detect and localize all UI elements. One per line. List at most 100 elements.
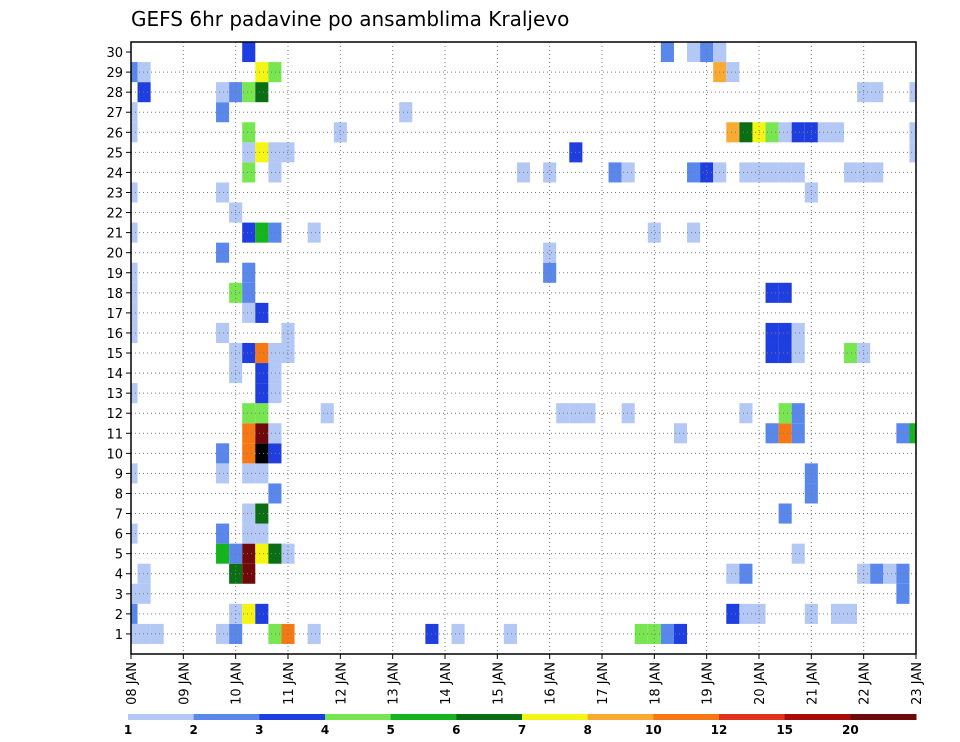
heatmap-cell [242,162,256,183]
heatmap-cell [137,563,151,584]
heatmap-cell [647,623,661,644]
heatmap-cell [131,122,138,143]
heatmap-cell [700,162,714,183]
heatmap-cell [909,122,916,143]
heatmap-cell [765,122,779,143]
heatmap-cell [255,302,269,323]
heatmap-cell [255,62,269,83]
heatmap-cell [216,102,230,123]
x-tick-label: 20 JAN [753,662,768,705]
heatmap-cell [844,162,858,183]
heatmap-cell [451,623,465,644]
heatmap-cell [131,322,138,343]
y-axis-ticks: 1234567891011121314151617181920212223242… [106,46,131,643]
x-tick-label: 10 JAN [230,662,245,705]
colorbar-segment [456,714,523,720]
y-tick-label: 29 [106,66,123,81]
heatmap-cell [268,543,282,564]
x-tick-label: 19 JAN [701,662,716,705]
heatmap-cell [896,583,910,604]
heatmap-cell [131,102,138,123]
heatmap-cell [242,222,256,243]
colorbar: 1 2 3 4 5 6 7 8 10 12 15 20 [124,714,917,737]
colorbar-segment [193,714,260,720]
y-tick-label: 13 [106,387,123,402]
colorbar-label: 12 [711,723,728,737]
heatmap-cell [673,623,688,644]
heatmap-cell [137,623,151,644]
colorbar-label: 4 [321,723,329,737]
heatmap-cell [739,563,753,584]
heatmap-cell [778,322,792,343]
y-tick-label: 19 [106,267,123,282]
x-tick-label: 12 JAN [334,662,349,705]
heatmap-cell [582,403,596,424]
colorbar-label: 1 [124,723,132,737]
heatmap-cell [216,523,230,544]
heatmap-cell [242,423,256,444]
heatmap-cell [242,563,256,584]
colorbar-label: 10 [645,723,662,737]
y-tick-label: 4 [115,568,123,583]
colorbar-segment [653,714,720,720]
heatmap-cell [778,282,792,303]
heatmap-cell [543,242,557,263]
x-tick-label: 21 JAN [805,662,820,705]
colorbar-label: 7 [518,723,526,737]
plot-frame [130,41,917,655]
y-tick-label: 3 [115,588,123,603]
heatmap-cell [150,623,164,644]
heatmap-cell [255,222,269,243]
heatmap-cell [909,142,916,163]
heatmap-cell [242,142,256,163]
heatmap-cell [137,62,151,83]
colorbar-label: 20 [842,723,859,737]
heatmap-cell [242,463,256,484]
heatmap-cell [255,383,269,404]
heatmap-cell [242,543,256,564]
y-tick-label: 2 [115,608,123,623]
y-tick-label: 22 [106,207,123,222]
heatmap-cell [131,583,138,604]
heatmap-cell [131,603,138,624]
heatmap-cell [255,342,269,364]
y-tick-label: 5 [115,548,123,563]
heatmap-cell [739,122,753,143]
x-tick-label: 23 JAN [910,662,925,705]
y-tick-label: 21 [106,227,123,242]
heatmap-cell [726,122,740,143]
colorbar-label: 3 [255,723,263,737]
heatmap-cell [131,302,138,323]
heatmap-cell [700,42,714,63]
heatmap-cell [634,623,648,644]
heatmap-cell [739,162,753,183]
heatmap-cell [791,423,805,444]
heatmap-cell [844,342,858,364]
heatmap-cell [242,282,256,303]
y-tick-label: 12 [106,407,123,422]
heatmap-cell [778,503,792,524]
heatmap-cell [268,423,282,444]
heatmap-cell [896,563,910,584]
heatmap-cell [268,443,282,464]
heatmap-cell [687,42,701,63]
heatmap-cell [307,222,321,243]
x-tick-label: 14 JAN [439,662,454,705]
heatmap-cell [255,443,269,464]
heatmap-cell [621,162,635,183]
heatmap-cell [909,82,916,103]
heatmap-cell [687,162,701,183]
heatmap-cell [242,302,256,323]
heatmap-cell [870,82,884,103]
colorbar-label: 2 [189,723,197,737]
heatmap-cell [726,563,740,584]
heatmap-cell [830,603,845,624]
x-tick-label: 17 JAN [596,662,611,705]
heatmap-cell [739,403,753,424]
heatmap-cell [844,603,858,624]
heatmap-cell [255,142,269,163]
heatmap-cell [726,62,740,83]
heatmap-cell [765,423,779,444]
y-tick-label: 16 [106,327,123,342]
